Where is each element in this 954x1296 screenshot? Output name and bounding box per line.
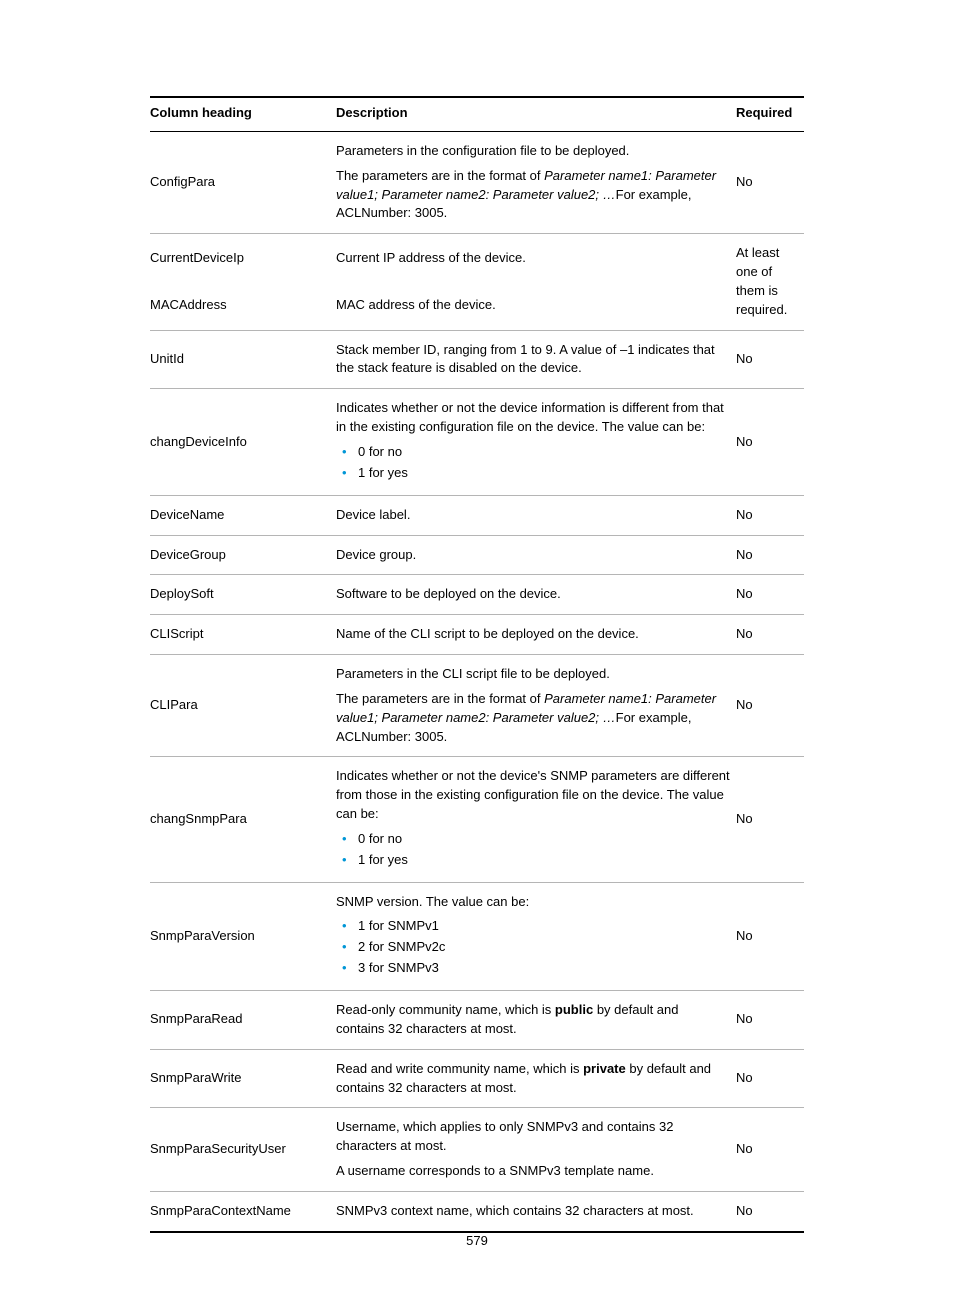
text: Indicates whether or not the device's SN… (336, 767, 730, 824)
cell-description: SNMP version. The value can be: 1 for SN… (336, 882, 736, 990)
cell-description: MAC address of the device. (336, 282, 736, 330)
cell-heading: SnmpParaContextName (150, 1191, 336, 1231)
cell-required: At least one of them is required. (736, 234, 804, 330)
cell-heading: CLIPara (150, 655, 336, 757)
list-item: 3 for SNMPv3 (336, 959, 730, 978)
bullet-list: 0 for no 1 for yes (336, 443, 730, 483)
table-row: UnitId Stack member ID, ranging from 1 t… (150, 330, 804, 389)
cell-heading: CLIScript (150, 615, 336, 655)
text: Parameters in the configuration file to … (336, 142, 730, 161)
cell-description: Username, which applies to only SNMPv3 a… (336, 1108, 736, 1192)
cell-heading: ConfigPara (150, 131, 336, 233)
table-row: SnmpParaContextName SNMPv3 context name,… (150, 1191, 804, 1231)
list-item: 1 for SNMPv1 (336, 917, 730, 936)
cell-required: No (736, 495, 804, 535)
cell-description: Stack member ID, ranging from 1 to 9. A … (336, 330, 736, 389)
cell-description: Read-only community name, which is publi… (336, 991, 736, 1050)
list-item: 0 for no (336, 830, 730, 849)
text: Indicates whether or not the device info… (336, 399, 730, 437)
list-item: 1 for yes (336, 464, 730, 483)
bullet-list: 1 for SNMPv1 2 for SNMPv2c 3 for SNMPv3 (336, 917, 730, 978)
cell-description: Name of the CLI script to be deployed on… (336, 615, 736, 655)
cell-required: No (736, 535, 804, 575)
cell-heading: changDeviceInfo (150, 389, 336, 495)
table-row: MACAddress MAC address of the device. (150, 282, 804, 330)
cell-heading: UnitId (150, 330, 336, 389)
col-heading-1: Column heading (150, 97, 336, 131)
cell-heading: MACAddress (150, 282, 336, 330)
cell-description: Current IP address of the device. (336, 234, 736, 282)
list-item: 0 for no (336, 443, 730, 462)
cell-description: SNMPv3 context name, which contains 32 c… (336, 1191, 736, 1231)
table-row: ConfigPara Parameters in the configurati… (150, 131, 804, 233)
cell-heading: SnmpParaSecurityUser (150, 1108, 336, 1192)
text: A username corresponds to a SNMPv3 templ… (336, 1162, 730, 1181)
col-heading-3: Required (736, 97, 804, 131)
table-row: CLIScript Name of the CLI script to be d… (150, 615, 804, 655)
cell-required: No (736, 330, 804, 389)
table-row: CLIPara Parameters in the CLI script fil… (150, 655, 804, 757)
parameter-table: Column heading Description Required Conf… (150, 96, 804, 1233)
cell-required: No (736, 575, 804, 615)
cell-required: No (736, 1191, 804, 1231)
cell-required: No (736, 389, 804, 495)
list-item: 1 for yes (336, 851, 730, 870)
table-row: DeviceGroup Device group. No (150, 535, 804, 575)
cell-description: Read and write community name, which is … (336, 1049, 736, 1108)
cell-required: No (736, 615, 804, 655)
cell-required: No (736, 131, 804, 233)
table-row: SnmpParaWrite Read and write community n… (150, 1049, 804, 1108)
cell-description: Device label. (336, 495, 736, 535)
cell-heading: DeploySoft (150, 575, 336, 615)
table-row: DeploySoft Software to be deployed on th… (150, 575, 804, 615)
text: Username, which applies to only SNMPv3 a… (336, 1118, 730, 1156)
page-number: 579 (0, 1233, 954, 1248)
col-heading-2: Description (336, 97, 736, 131)
cell-heading: DeviceName (150, 495, 336, 535)
text: SNMP version. The value can be: (336, 893, 730, 912)
text: Parameters in the CLI script file to be … (336, 665, 730, 684)
cell-required: No (736, 1049, 804, 1108)
cell-heading: DeviceGroup (150, 535, 336, 575)
cell-heading: SnmpParaWrite (150, 1049, 336, 1108)
cell-heading: changSnmpPara (150, 757, 336, 882)
text: The parameters are in the format of Para… (336, 167, 730, 224)
table-row: SnmpParaSecurityUser Username, which app… (150, 1108, 804, 1192)
cell-description: Software to be deployed on the device. (336, 575, 736, 615)
cell-description: Parameters in the configuration file to … (336, 131, 736, 233)
table-row: SnmpParaRead Read-only community name, w… (150, 991, 804, 1050)
cell-description: Parameters in the CLI script file to be … (336, 655, 736, 757)
list-item: 2 for SNMPv2c (336, 938, 730, 957)
table-row: SnmpParaVersion SNMP version. The value … (150, 882, 804, 990)
bullet-list: 0 for no 1 for yes (336, 830, 730, 870)
table-row: CurrentDeviceIp Current IP address of th… (150, 234, 804, 282)
table-header-row: Column heading Description Required (150, 97, 804, 131)
cell-required: No (736, 882, 804, 990)
table-row: changSnmpPara Indicates whether or not t… (150, 757, 804, 882)
cell-required: No (736, 757, 804, 882)
cell-heading: CurrentDeviceIp (150, 234, 336, 282)
text: The parameters are in the format of Para… (336, 690, 730, 747)
cell-description: Indicates whether or not the device info… (336, 389, 736, 495)
table-row: changDeviceInfo Indicates whether or not… (150, 389, 804, 495)
cell-heading: SnmpParaVersion (150, 882, 336, 990)
cell-description: Indicates whether or not the device's SN… (336, 757, 736, 882)
cell-description: Device group. (336, 535, 736, 575)
cell-required: No (736, 1108, 804, 1192)
cell-heading: SnmpParaRead (150, 991, 336, 1050)
cell-required: No (736, 991, 804, 1050)
table-row: DeviceName Device label. No (150, 495, 804, 535)
cell-required: No (736, 655, 804, 757)
